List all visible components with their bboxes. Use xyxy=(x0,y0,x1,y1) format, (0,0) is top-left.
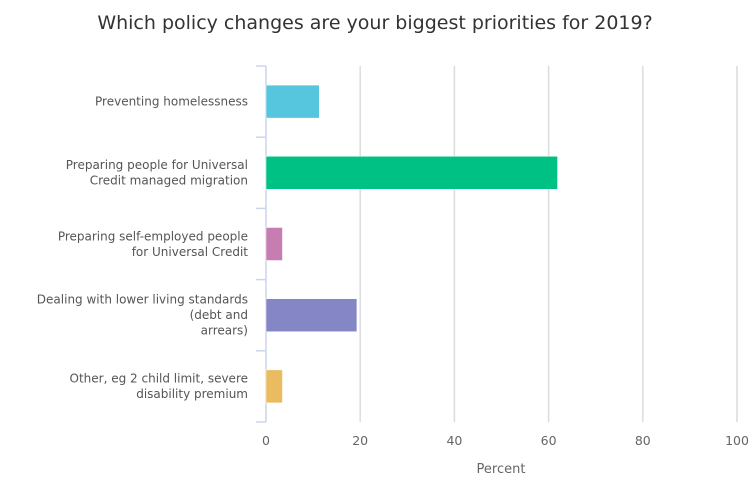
chart-title: Which policy changes are your biggest pr… xyxy=(97,12,652,34)
category-labels: Preventing homelessness Preparing people … xyxy=(37,95,248,402)
category-label: Other, eg 2 child limit, severe disabilit… xyxy=(70,372,248,402)
category-label-line: Other, eg 2 child limit, severe xyxy=(70,372,248,386)
x-tick-label: 100 xyxy=(725,433,749,448)
x-tick-label: 80 xyxy=(635,433,651,448)
bars xyxy=(265,84,558,404)
category-label-line: Credit managed migration xyxy=(90,174,248,188)
bar xyxy=(265,227,283,261)
category-label: Preparing people for Universal Credit man… xyxy=(66,158,248,188)
bar xyxy=(265,369,283,404)
category-label-line: Preparing self-employed people xyxy=(58,229,248,243)
x-tick-label: 0 xyxy=(262,433,270,448)
x-tick-label: 60 xyxy=(541,433,557,448)
x-tick-labels: 0 20 40 60 80 100 xyxy=(262,433,749,448)
gridlines xyxy=(256,65,738,423)
category-label-line: arrears) xyxy=(201,324,248,338)
category-label-line: (debt and xyxy=(190,308,248,322)
category-label: Dealing with lower living standards (debt… xyxy=(37,293,248,338)
category-label-line: disability premium xyxy=(136,387,248,401)
x-axis-label: Percent xyxy=(477,462,526,477)
bar xyxy=(265,156,558,190)
category-label-line: Dealing with lower living standards xyxy=(37,293,248,307)
category-label-line: Preventing homelessness xyxy=(95,95,248,109)
x-tick-label: 40 xyxy=(446,433,462,448)
bar xyxy=(265,84,320,119)
bar xyxy=(265,298,358,332)
category-label: Preparing self-employed people for Univer… xyxy=(58,229,248,259)
x-tick-label: 20 xyxy=(352,433,368,448)
category-label-line: Preparing people for Universal xyxy=(66,158,248,172)
category-label-line: for Universal Credit xyxy=(132,245,249,259)
category-label: Preventing homelessness xyxy=(95,95,248,109)
